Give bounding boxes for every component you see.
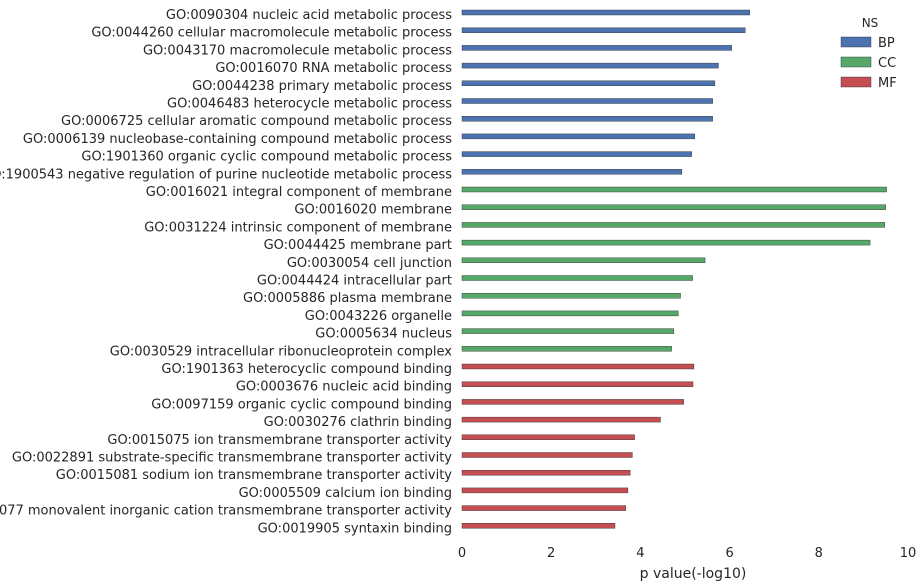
category-labels-group: GO:0090304 nucleic acid metabolic proces… — [0, 8, 452, 536]
category-label: GO:0044425 membrane part — [264, 238, 452, 253]
category-label: GO:0043170 macromolecule metabolic proce… — [143, 43, 452, 58]
category-label: GO:0090304 nucleic acid metabolic proces… — [166, 8, 452, 23]
category-label: GO:1901360 organic cyclic compound metab… — [81, 150, 452, 165]
x-tick-label: 10 — [900, 546, 917, 561]
bar — [461, 98, 713, 104]
bar — [461, 399, 684, 405]
legend-label: BP — [878, 36, 895, 51]
bar — [461, 27, 746, 33]
category-label: GO:0030054 cell junction — [287, 256, 452, 271]
bar — [461, 363, 695, 370]
category-label: GO:0003676 nucleic acid binding — [236, 380, 452, 395]
category-label: GO:0030529 intracellular ribonucleoprote… — [110, 344, 453, 359]
category-label: GO:0016070 RNA metabolic process — [215, 61, 452, 76]
legend-swatch — [840, 76, 872, 88]
bar — [461, 133, 696, 140]
bar — [461, 169, 683, 175]
bar — [461, 45, 733, 51]
bar — [461, 487, 629, 494]
category-label: GO:0031224 intrinsic component of membra… — [144, 220, 452, 235]
category-label: GO:0015075 ion transmembrane transporter… — [107, 433, 452, 448]
category-label: GO:0005634 nucleus — [315, 327, 452, 342]
category-label: GO:0006725 cellular aromatic compound me… — [61, 114, 452, 129]
category-label: GO:0046483 heterocycle metabolic process — [167, 97, 452, 112]
bar — [461, 239, 871, 246]
bar — [461, 346, 672, 352]
category-label: GO:0015077 monovalent inorganic cation t… — [0, 504, 452, 519]
category-label: GO:0019905 syntaxin binding — [258, 521, 452, 536]
category-label: GO:0016020 membrane — [294, 203, 452, 218]
category-label: GO:0022891 substrate-specific transmembr… — [12, 451, 452, 466]
legend-title: NS — [862, 16, 879, 30]
category-label: GO:0005509 calcium ion binding — [239, 486, 452, 501]
legend-swatch — [840, 36, 872, 48]
legend-label: CC — [878, 56, 896, 71]
bar — [461, 293, 681, 299]
bar — [461, 62, 719, 69]
x-axis-label: p value(-log10) — [640, 566, 747, 582]
category-label: GO:1900543 negative regulation of purine… — [0, 167, 452, 182]
category-label: GO:0044260 cellular macromolecule metabo… — [91, 26, 452, 41]
legend-swatch — [840, 56, 872, 68]
category-label: GO:0044424 intracellular part — [257, 274, 452, 289]
category-label: GO:0015081 sodium ion transmembrane tran… — [56, 468, 452, 483]
category-label: GO:0006139 nucleobase-containing compoun… — [23, 132, 452, 147]
category-label: GO:0005886 plasma membrane — [243, 291, 452, 306]
category-label: GO:0030276 clathrin binding — [264, 415, 452, 430]
bar — [461, 523, 616, 529]
category-label: GO:0016021 integral component of membran… — [146, 185, 452, 200]
x-tick-label: 6 — [725, 546, 733, 561]
x-tick-label: 4 — [636, 546, 644, 561]
x-tick-label: 2 — [547, 546, 555, 561]
bar — [461, 222, 886, 228]
category-label: GO:0044238 primary metabolic process — [192, 79, 452, 94]
x-tick-label: 0 — [458, 546, 466, 561]
bar — [461, 115, 713, 122]
legend: NS BP CC MF — [840, 16, 897, 91]
bar — [461, 275, 693, 281]
bar — [461, 381, 694, 387]
bar — [461, 452, 633, 458]
category-label: GO:0097159 organic cyclic compound bindi… — [151, 397, 452, 412]
bar — [461, 80, 716, 87]
bar — [461, 470, 631, 476]
bars-group — [461, 9, 887, 529]
bar — [461, 310, 679, 317]
bar — [461, 505, 626, 511]
legend-label: MF — [878, 76, 897, 91]
bar — [461, 328, 675, 334]
bar — [461, 434, 635, 440]
bar — [461, 416, 661, 423]
category-label: GO:1901363 heterocyclic compound binding — [161, 362, 452, 377]
bar — [461, 257, 706, 263]
bar — [461, 186, 887, 193]
bar — [461, 151, 692, 157]
bar — [461, 204, 886, 210]
x-tick-labels-group: 0 2 4 6 8 10 — [458, 546, 916, 561]
bar — [461, 9, 750, 16]
category-label: GO:0043226 organelle — [305, 309, 452, 324]
x-tick-label: 8 — [815, 546, 823, 561]
